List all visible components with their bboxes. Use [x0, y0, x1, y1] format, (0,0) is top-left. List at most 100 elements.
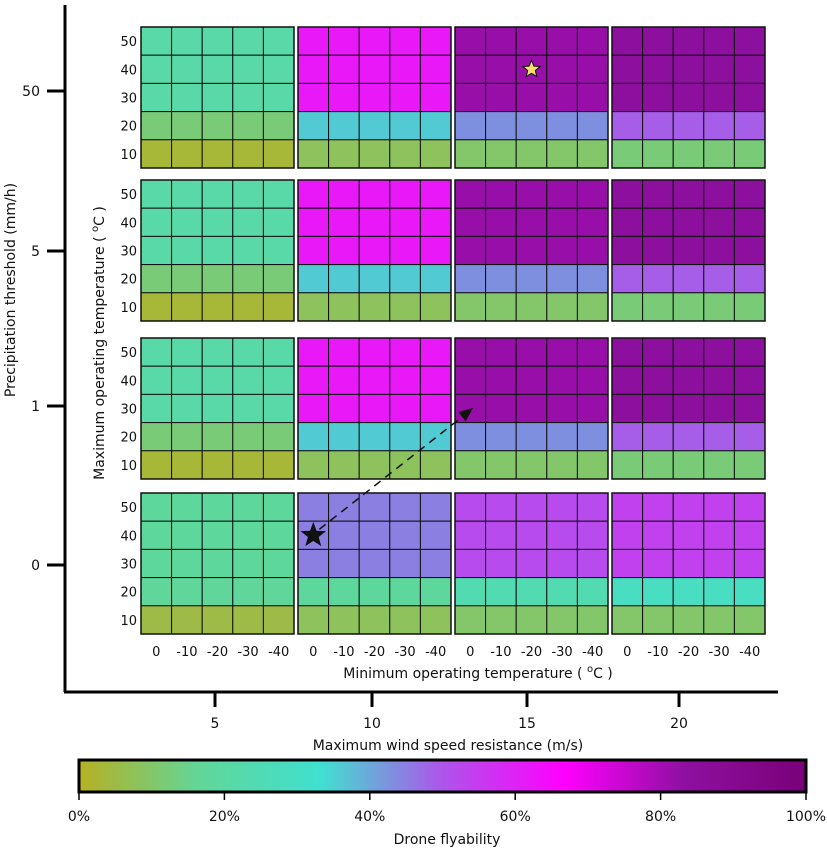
- inner-x-tick: -10: [176, 645, 197, 660]
- yellow-star-marker: [521, 58, 542, 78]
- heatmap-cell: [201, 450, 234, 480]
- heatmap-cell: [642, 139, 674, 169]
- colorbar-tick: 60%: [500, 809, 531, 825]
- heatmap-cell: [232, 337, 264, 367]
- dashed-arrow-line: [318, 412, 468, 530]
- heatmap-cell: [611, 337, 644, 367]
- heatmap-cell: [171, 492, 203, 522]
- heatmap-cell: [672, 520, 705, 550]
- heatmap-cell: [140, 139, 173, 169]
- inner-y-tick: 40: [120, 374, 137, 389]
- heatmap-cell: [297, 82, 330, 113]
- heatmap-cell: [611, 365, 644, 395]
- heatmap-cell: [358, 207, 391, 237]
- heatmap-cell: [672, 292, 705, 322]
- heatmap-cell: [419, 337, 452, 367]
- panel-border: [297, 26, 452, 169]
- heatmap-cell: [171, 365, 203, 395]
- heatmap-cell: [576, 264, 609, 294]
- heatmap-cell: [262, 264, 295, 294]
- heatmap-cell: [297, 139, 330, 169]
- panel-border: [140, 492, 295, 635]
- heatmap-cell: [201, 365, 234, 395]
- heatmap-cell: [297, 365, 330, 395]
- inner-x-tick: -20: [364, 645, 385, 660]
- heatmap-cell: [297, 605, 330, 635]
- heatmap-cell: [389, 264, 421, 294]
- heatmap-cell: [328, 111, 360, 141]
- heatmap-cell: [485, 235, 517, 266]
- heatmap-cell: [733, 264, 766, 294]
- heatmap-cell: [140, 393, 173, 424]
- heatmap-cell: [201, 179, 234, 209]
- panel-border: [454, 179, 609, 322]
- heatmap-cell: [232, 548, 264, 579]
- heatmap-cell: [733, 577, 766, 607]
- heatmap-cell: [328, 292, 360, 322]
- heatmap-cell: [171, 520, 203, 550]
- heatmap-cell: [672, 264, 705, 294]
- panel-border: [140, 26, 295, 169]
- heatmap-cell: [515, 111, 548, 141]
- heatmap-cell: [140, 450, 173, 480]
- heatmap-cell: [201, 111, 234, 141]
- heatmap-cell: [546, 26, 578, 56]
- heatmap-cell: [454, 365, 487, 395]
- heatmap-cell: [546, 422, 578, 452]
- heatmap-cell: [389, 365, 421, 395]
- outer-y-tick: 0: [31, 558, 40, 574]
- heatmap-cell: [419, 393, 452, 424]
- heatmap-cell: [328, 365, 360, 395]
- heatmap-cell: [733, 450, 766, 480]
- heatmap-cell: [171, 264, 203, 294]
- outer-y-tick: 5: [31, 244, 40, 260]
- outer-y-tick: 1: [31, 399, 40, 415]
- panel-border: [140, 179, 295, 322]
- heatmap-panel: 0 -10 -20 -30 -40: [297, 492, 452, 660]
- heatmap-cell: [358, 54, 391, 84]
- heatmap-cell: [328, 450, 360, 480]
- heatmap-cell: [419, 179, 452, 209]
- heatmap-panel: 50 40 30 20 10: [120, 337, 295, 480]
- heatmap-cell: [389, 111, 421, 141]
- heatmap-cell: [389, 292, 421, 322]
- heatmap-cell: [297, 393, 330, 424]
- heatmap-cell: [419, 111, 452, 141]
- panel-border: [454, 492, 609, 635]
- heatmap-cell: [576, 82, 609, 113]
- heatmap-cell: [201, 264, 234, 294]
- heatmap-cell: [576, 492, 609, 522]
- heatmap-cell: [546, 365, 578, 395]
- heatmap-cell: [672, 235, 705, 266]
- heatmap-cell: [171, 82, 203, 113]
- heatmap-cell: [171, 235, 203, 266]
- heatmap-cell: [576, 179, 609, 209]
- heatmap-cell: [703, 577, 735, 607]
- heatmap-cell: [171, 26, 203, 56]
- heatmap-cell: [389, 393, 421, 424]
- heatmap-cell: [454, 337, 487, 367]
- heatmap-cell: [642, 111, 674, 141]
- heatmap-cell: [672, 548, 705, 579]
- heatmap-cell: [328, 207, 360, 237]
- inner-x-axis-label: Minimum operating temperature ( oC ): [343, 664, 613, 682]
- heatmap-cell: [515, 139, 548, 169]
- heatmap-cell: [642, 422, 674, 452]
- heatmap-cell: [140, 207, 173, 237]
- heatmap-cell: [546, 292, 578, 322]
- panel-border: [611, 337, 766, 480]
- heatmap-cell: [201, 577, 234, 607]
- heatmap-cell: [232, 492, 264, 522]
- heatmap-cell: [546, 82, 578, 113]
- heatmap-cell: [389, 26, 421, 56]
- heatmap-cell: [733, 207, 766, 237]
- outer-y-tick: 50: [22, 84, 40, 100]
- heatmap-cell: [733, 422, 766, 452]
- heatmap-cell: [703, 292, 735, 322]
- heatmap-cell: [485, 422, 517, 452]
- outer-x-tick: 10: [363, 716, 381, 732]
- heatmap-cell: [140, 548, 173, 579]
- heatmap-cell: [672, 26, 705, 56]
- heatmap-panel: 50 40 30 20 10: [120, 179, 295, 322]
- heatmap-cell: [201, 292, 234, 322]
